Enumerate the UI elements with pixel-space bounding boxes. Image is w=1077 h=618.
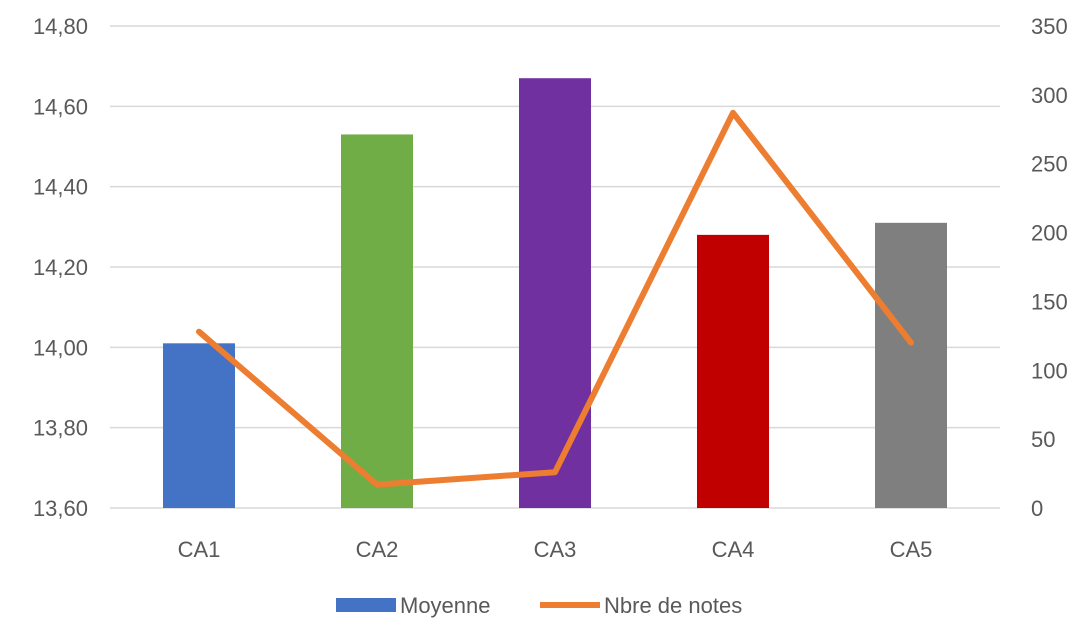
y-right-tick-label: 0	[1031, 496, 1043, 521]
y-right-tick-label: 100	[1031, 358, 1068, 383]
x-tick-label: CA5	[890, 537, 933, 562]
bars	[163, 78, 947, 509]
bar-ca4	[697, 234, 769, 508]
y-right-tick-label: 200	[1031, 221, 1068, 246]
x-tick-label: CA4	[712, 537, 755, 562]
y-left-tick-label: 14,60	[33, 94, 88, 119]
bar-ca2	[341, 134, 413, 508]
legend-label-nbre-de-notes: Nbre de notes	[604, 593, 742, 618]
y-right-tick-label: 300	[1031, 83, 1068, 108]
right-axis: 0 50 100 150 200 250 300 350	[1031, 14, 1068, 521]
x-tick-label: CA2	[356, 537, 399, 562]
y-right-tick-label: 50	[1031, 427, 1055, 452]
line-series	[196, 109, 914, 488]
y-left-tick-label: 14,80	[33, 14, 88, 39]
x-tick-label: CA3	[534, 537, 577, 562]
bar-ca5	[875, 222, 947, 509]
line-nbre-de-notes	[196, 109, 914, 488]
x-tick-label: CA1	[178, 537, 221, 562]
y-right-tick-label: 150	[1031, 289, 1068, 314]
y-right-tick-label: 350	[1031, 14, 1068, 39]
y-right-tick-label: 250	[1031, 152, 1068, 177]
y-left-tick-label: 13,80	[33, 416, 88, 441]
bar-ca1	[163, 343, 235, 508]
x-axis: CA1 CA2 CA3 CA4 CA5	[178, 537, 933, 562]
legend-swatch-moyenne	[336, 598, 396, 612]
y-left-tick-label: 14,00	[33, 335, 88, 360]
y-left-tick-label: 14,40	[33, 175, 88, 200]
left-axis: 13,60 13,80 14,00 14,20 14,40 14,60 14,80	[33, 14, 88, 521]
y-left-tick-label: 13,60	[33, 496, 88, 521]
y-left-tick-label: 14,20	[33, 255, 88, 280]
bar-ca3	[519, 78, 591, 508]
legend: Moyenne Nbre de notes	[336, 593, 742, 618]
legend-label-moyenne: Moyenne	[400, 593, 491, 618]
